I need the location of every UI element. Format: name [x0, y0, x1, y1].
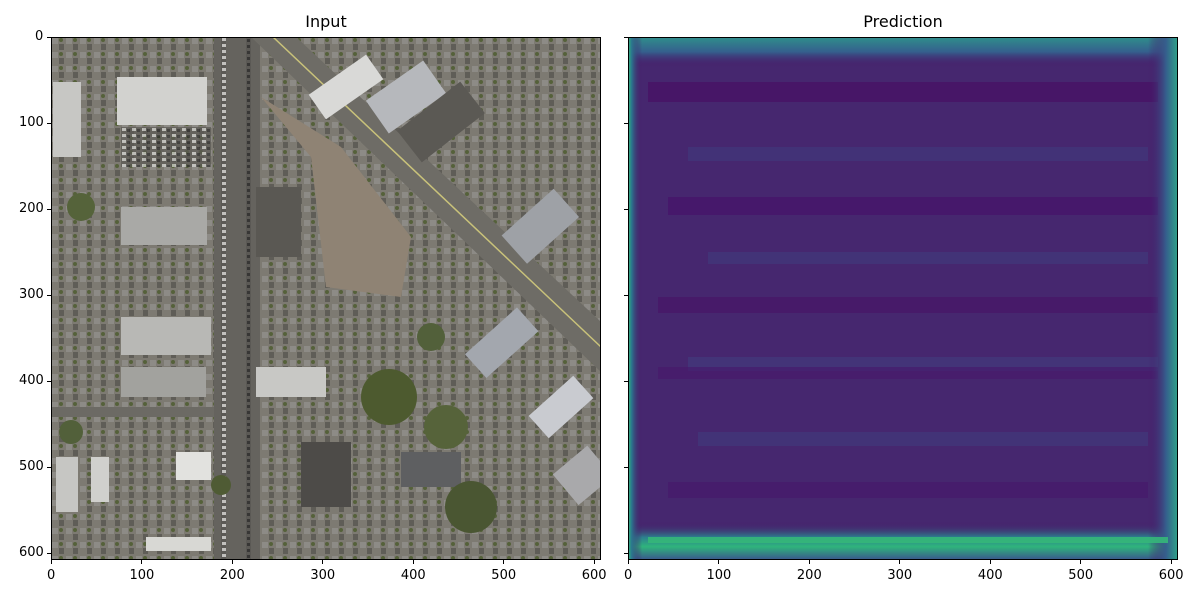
input-y-tick-mark	[47, 123, 51, 125]
prediction-x-tick-label: 300	[887, 568, 913, 583]
prediction-x-tick-mark	[718, 560, 720, 564]
prediction-y-tick-mark	[624, 37, 628, 38]
prediction-image-panel	[628, 37, 1178, 560]
prediction-x-tick-label: 600	[1158, 568, 1184, 583]
prediction-y-tick-mark	[624, 553, 628, 555]
input-x-tick-label: 500	[491, 568, 517, 583]
input-y-tick-label: 600	[19, 545, 44, 561]
input-y-tick-label: 0	[35, 29, 44, 44]
input-y-tick-label: 100	[19, 115, 44, 131]
input-x-tick-label: 100	[129, 568, 155, 583]
prediction-x-tick-label: 0	[624, 568, 633, 583]
prediction-heatmap	[628, 37, 1178, 560]
input-title: Input	[305, 12, 347, 31]
input-x-tick-mark	[503, 560, 505, 564]
prediction-x-tick-label: 100	[706, 568, 732, 583]
input-y-tick-mark	[47, 295, 51, 297]
prediction-x-tick-label: 500	[1068, 568, 1094, 583]
input-x-tick-mark	[593, 560, 595, 564]
prediction-x-tick-label: 200	[796, 568, 822, 583]
prediction-x-tick-label: 400	[977, 568, 1003, 583]
input-x-tick-label: 200	[219, 568, 245, 583]
input-y-tick-label: 200	[19, 201, 44, 217]
aerial-image	[51, 37, 601, 560]
prediction-x-tick-mark	[628, 560, 629, 564]
prediction-x-tick-mark	[989, 560, 991, 564]
prediction-x-tick-mark	[899, 560, 901, 564]
input-x-tick-mark	[51, 560, 52, 564]
prediction-y-tick-mark	[624, 467, 628, 469]
input-y-tick-mark	[47, 467, 51, 469]
input-y-tick-label: 400	[19, 373, 44, 389]
input-y-tick-label: 300	[19, 287, 44, 303]
prediction-y-tick-mark	[624, 381, 628, 383]
prediction-x-tick-mark	[1170, 560, 1172, 564]
input-y-tick-mark	[47, 553, 51, 555]
input-y-tick-mark	[47, 381, 51, 383]
input-x-tick-label: 300	[310, 568, 336, 583]
input-x-tick-label: 600	[581, 568, 607, 583]
prediction-y-tick-mark	[624, 123, 628, 125]
input-x-tick-label: 0	[47, 568, 56, 583]
input-y-tick-mark	[47, 37, 51, 38]
input-image-panel	[51, 37, 601, 560]
input-x-tick-mark	[141, 560, 143, 564]
prediction-x-tick-mark	[808, 560, 810, 564]
input-y-tick-mark	[47, 209, 51, 211]
input-x-tick-label: 400	[400, 568, 426, 583]
input-x-tick-mark	[231, 560, 233, 564]
prediction-y-tick-mark	[624, 295, 628, 297]
input-x-tick-mark	[322, 560, 324, 564]
prediction-y-tick-mark	[624, 209, 628, 211]
input-x-tick-mark	[412, 560, 414, 564]
prediction-x-tick-mark	[1080, 560, 1082, 564]
prediction-title: Prediction	[863, 12, 943, 31]
input-y-tick-label: 500	[19, 459, 44, 475]
